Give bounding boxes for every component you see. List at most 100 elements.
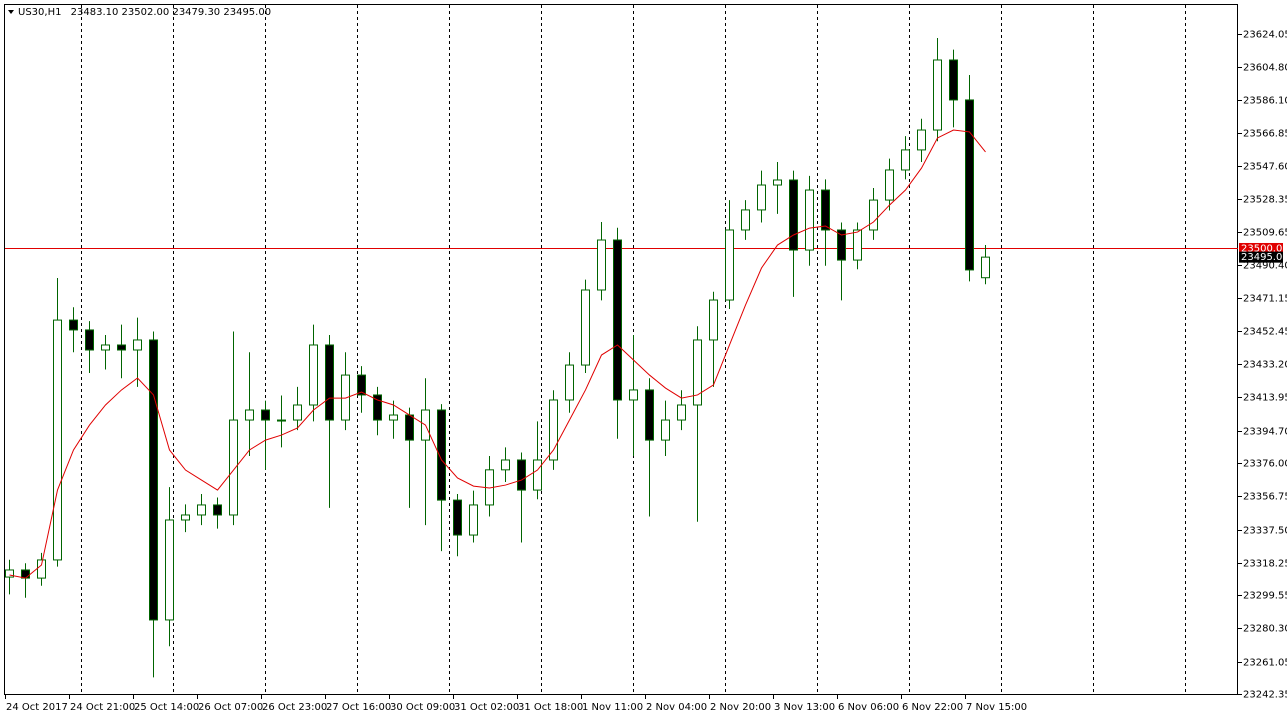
candle-body bbox=[389, 414, 398, 421]
x-tick-label: 26 Oct 07:00 bbox=[198, 702, 263, 713]
y-tick-label: 23452.45 bbox=[1243, 327, 1287, 338]
price-line-label: 23500.00 bbox=[1241, 243, 1287, 254]
candle-body bbox=[837, 229, 846, 261]
x-tick-label: 25 Oct 14:00 bbox=[134, 702, 199, 713]
candle-body bbox=[869, 199, 878, 231]
y-tick-label: 23394.70 bbox=[1243, 427, 1287, 438]
candle-body bbox=[437, 409, 446, 501]
candle-body bbox=[725, 229, 734, 301]
candle-body bbox=[101, 344, 110, 351]
candle-body bbox=[917, 129, 926, 151]
x-tick-label: 1 Nov 11:00 bbox=[582, 702, 643, 713]
moving-average bbox=[9, 129, 986, 579]
candle-body bbox=[933, 59, 942, 131]
candle-body bbox=[565, 364, 574, 401]
y-tick-label: 23280.30 bbox=[1243, 624, 1287, 635]
header: US30,H1 23483.10 23502.00 23479.30 23495… bbox=[18, 7, 271, 18]
y-tick-label: 23413.95 bbox=[1243, 393, 1287, 404]
x-tick-label: 6 Nov 06:00 bbox=[838, 702, 899, 713]
y-tick-label: 23318.25 bbox=[1243, 559, 1287, 570]
candles bbox=[5, 38, 1238, 678]
candle-body bbox=[821, 189, 830, 231]
candle-body bbox=[885, 169, 894, 201]
x-tick-label: 31 Oct 02:00 bbox=[454, 702, 519, 713]
candle-body bbox=[325, 344, 334, 421]
header-arrow bbox=[8, 10, 14, 14]
y-tick-label: 23566.85 bbox=[1243, 129, 1287, 140]
x-tick-label: 30 Oct 09:00 bbox=[390, 702, 455, 713]
candle-body bbox=[805, 189, 814, 251]
candle-body bbox=[229, 419, 238, 516]
ohlc-close: 23495.00 bbox=[223, 7, 271, 18]
last-price-label: 23495.00 bbox=[1241, 252, 1287, 263]
x-tick-label: 26 Oct 23:00 bbox=[262, 702, 327, 713]
candle-body bbox=[293, 404, 302, 421]
y-tick-label: 23376.00 bbox=[1243, 459, 1287, 470]
candle-body bbox=[629, 389, 638, 401]
candle-body bbox=[693, 339, 702, 406]
candle-body bbox=[5, 569, 14, 578]
y-tick-label: 23528.35 bbox=[1243, 195, 1287, 206]
candle-body bbox=[949, 59, 958, 101]
ohlc-open: 23483.10 bbox=[71, 7, 119, 18]
candle-body bbox=[853, 229, 862, 261]
candle-body bbox=[21, 569, 30, 579]
y-tick-label: 23299.55 bbox=[1243, 591, 1287, 602]
y-tick-label: 23356.75 bbox=[1243, 492, 1287, 503]
candle-body bbox=[261, 409, 270, 421]
y-tick-label: 23261.05 bbox=[1243, 658, 1287, 669]
candle-body bbox=[245, 409, 254, 421]
x-tick-label: 2 Nov 20:00 bbox=[710, 702, 771, 713]
y-tick-label: 23242.35 bbox=[1243, 690, 1287, 701]
candle-body bbox=[213, 504, 222, 516]
x-tick-label: 7 Nov 15:00 bbox=[966, 702, 1027, 713]
candle-body bbox=[309, 344, 318, 406]
candle-body bbox=[709, 299, 718, 341]
candle-body bbox=[133, 339, 142, 351]
candle-body bbox=[277, 419, 286, 422]
axes: 23624.05 23604.80 23586.10 23566.85 23547.60… bbox=[5, 30, 1287, 713]
candle-body bbox=[597, 239, 606, 291]
candle-body bbox=[197, 504, 206, 516]
candle-body bbox=[165, 519, 174, 621]
candle-body bbox=[53, 319, 62, 561]
candle-body bbox=[981, 256, 990, 279]
ohlc-low: 23479.30 bbox=[172, 7, 220, 18]
candle-body bbox=[677, 404, 686, 421]
grid bbox=[81, 5, 1186, 695]
candle-body bbox=[69, 319, 78, 331]
x-tick-label: 3 Nov 13:00 bbox=[774, 702, 835, 713]
y-tick-label: 23337.50 bbox=[1243, 526, 1287, 537]
x-tick-label: 2 Nov 04:00 bbox=[646, 702, 707, 713]
candle-body bbox=[773, 179, 782, 186]
last-price-label-box bbox=[1239, 251, 1283, 263]
y-tick-label: 23490.40 bbox=[1243, 261, 1287, 272]
y-tick-label: 23624.05 bbox=[1243, 30, 1287, 41]
candle-body bbox=[469, 504, 478, 536]
ohlc-high: 23502.00 bbox=[122, 7, 170, 18]
candle-body bbox=[901, 149, 910, 171]
x-tick-label: 31 Oct 18:00 bbox=[518, 702, 583, 713]
candle-body bbox=[453, 499, 462, 536]
candle-body bbox=[117, 344, 126, 351]
candle-body bbox=[581, 289, 590, 366]
candle-body bbox=[357, 374, 366, 396]
y-tick-label: 23604.80 bbox=[1243, 63, 1287, 74]
candle-body bbox=[741, 209, 750, 231]
y-tick-label: 23509.65 bbox=[1243, 228, 1287, 239]
y-tick-label: 23471.15 bbox=[1243, 294, 1287, 305]
candle-body bbox=[965, 99, 974, 271]
y-tick-label: 23586.10 bbox=[1243, 96, 1287, 107]
candle-body bbox=[645, 389, 654, 441]
candle-body bbox=[181, 514, 190, 521]
candle-body bbox=[789, 179, 798, 251]
candle-body bbox=[501, 459, 510, 471]
x-tick-label: 6 Nov 22:00 bbox=[902, 702, 963, 713]
y-tick-label: 23433.20 bbox=[1243, 360, 1287, 371]
symbol: US30,H1 bbox=[18, 7, 61, 18]
candle-body bbox=[517, 459, 526, 491]
candle-body bbox=[613, 239, 622, 401]
y-tick-label: 23547.60 bbox=[1243, 162, 1287, 173]
candle-body bbox=[661, 419, 670, 441]
